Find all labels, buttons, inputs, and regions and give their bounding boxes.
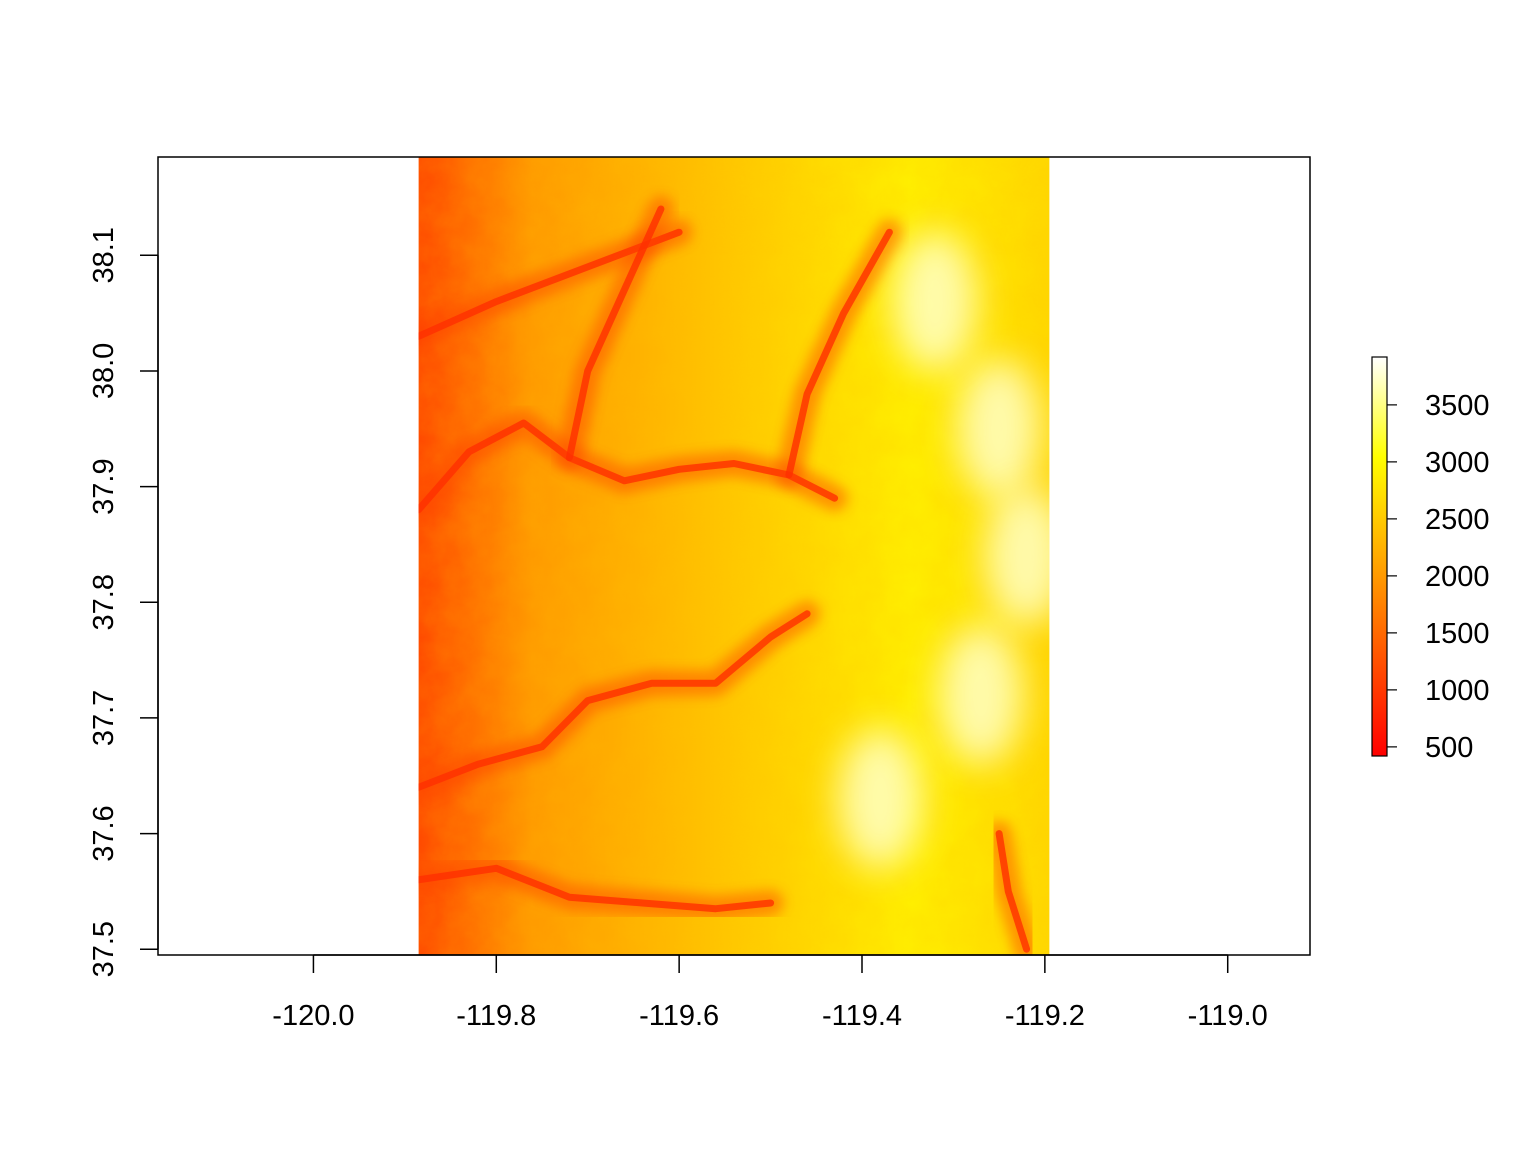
- colorbar-tick-label: 3000: [1425, 447, 1490, 479]
- y-tick-label: 37.9: [88, 458, 120, 514]
- valley-4: [565, 205, 665, 462]
- x-tick-label: -119.2: [1005, 1000, 1085, 1032]
- colorbar-fill: [1371, 356, 1388, 757]
- peak-4: [984, 486, 1050, 626]
- colorbar-tick-label: 2500: [1425, 504, 1490, 536]
- x-tick-label: -119.6: [639, 1000, 719, 1032]
- peak-0: [938, 624, 1023, 765]
- x-tick-label: -120.0: [272, 1000, 354, 1032]
- colorbar: 500 1000 1500 2000 2500 3000 3500: [1371, 356, 1490, 764]
- peak-3: [838, 728, 923, 869]
- y-tick-label: 37.6: [88, 805, 120, 861]
- colorbar-tick-label: 1000: [1425, 675, 1490, 707]
- y-tick-label: 37.8: [88, 574, 120, 630]
- x-tick-label: -119.8: [456, 1000, 536, 1032]
- axes: -120.0 -119.8 -119.6 -119.4 -119.2 -119.0 37.5…: [88, 156, 1311, 1032]
- x-tick-label: -119.0: [1188, 1000, 1268, 1032]
- valley-2: [418, 864, 775, 913]
- valley-6: [995, 830, 1031, 953]
- valleys-layer: [418, 196, 1040, 955]
- valley-0: [418, 419, 839, 514]
- valley-5: [785, 228, 893, 479]
- peak-2: [893, 231, 978, 372]
- colorbar-tick-label: 500: [1425, 732, 1473, 764]
- x-tick-label: -119.4: [822, 1000, 902, 1032]
- elevation-raster: [418, 157, 1050, 955]
- peaks-layer: [838, 231, 1050, 869]
- peak-1: [957, 358, 1042, 499]
- y-tick-label: 37.5: [88, 921, 120, 977]
- y-tick-label: 38.1: [88, 227, 120, 283]
- colorbar-tick-label: 2000: [1425, 561, 1490, 593]
- valley-1: [418, 610, 811, 791]
- y-tick-label: 37.7: [88, 690, 120, 746]
- colorbar-tick-label: 1500: [1425, 618, 1490, 650]
- colorbar-tick-label: 3500: [1425, 390, 1490, 422]
- y-tick-label: 38.0: [88, 343, 120, 399]
